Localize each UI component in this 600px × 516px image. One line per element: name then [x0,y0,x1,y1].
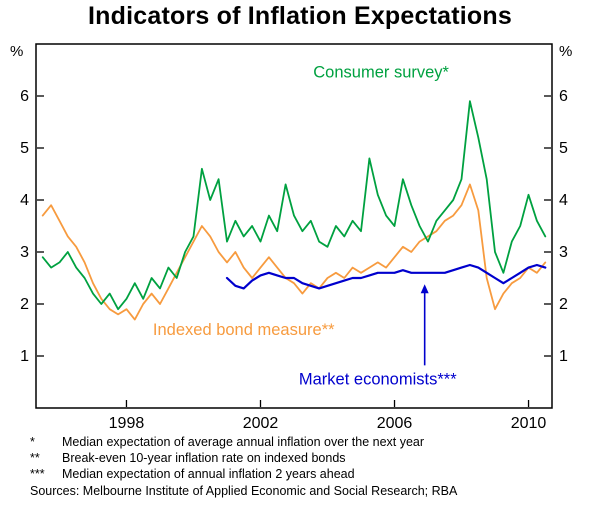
footnote-marker: ** [30,451,40,465]
y-tick-label-right: 3 [559,244,568,261]
footnote-line: *** Median expectation of annual inflati… [30,466,592,482]
y-axis-unit-left: % [10,43,23,60]
x-tick-label: 1998 [109,415,145,432]
series-line-consumer-survey [41,100,547,311]
footnotes: * Median expectation of average annual i… [30,434,592,499]
footnote-text: Median expectation of annual inflation 2… [62,467,355,481]
series-label-consumer-survey: Consumer survey* [313,64,449,82]
footnote-marker: * [30,435,35,449]
footnote-text: Median expectation of average annual inf… [62,435,425,449]
y-tick-label-right: 2 [559,296,568,313]
footnote-marker: *** [30,467,45,481]
y-axis-unit-right: % [559,43,572,60]
series-label-indexed-bond-measure: Indexed bond measure** [153,321,335,339]
y-tick-label-left: 6 [20,88,29,105]
footnote-text: Break-even 10-year inflation rate on ind… [62,451,346,465]
y-tick-label-left: 4 [20,192,29,209]
y-tick-label-right: 6 [559,88,568,105]
x-tick-label: 2010 [511,415,547,432]
y-tick-label-right: 1 [559,348,568,365]
series-label-market-economists: Market economists*** [299,370,457,388]
annotation-arrow-head [420,284,429,294]
y-tick-label-right: 5 [559,140,568,157]
y-tick-label-left: 5 [20,140,29,157]
y-tick-label-right: 4 [559,192,568,209]
x-tick-label: 2006 [377,415,413,432]
inflation-expectations-chart: 1 1 2 2 3 3 4 4 5 5 6 6% % 1998 2002 2006 2010 Consumer s… [10,43,572,432]
footnote-line: * Median expectation of average annual i… [30,434,592,450]
chart-title: Indicators of Inflation Expectations [88,2,512,30]
series-line-indexed-bond-measure [41,183,547,321]
y-tick-label-left: 2 [20,296,29,313]
y-tick-label-left: 1 [20,348,29,365]
series-line-market-economists [225,263,547,290]
chart-area: 1 1 2 2 3 3 4 4 5 5 6 6%% 1998 2002 2006 2010 Consumer s… [10,43,572,432]
y-tick-label-left: 3 [20,244,29,261]
x-tick-label: 2002 [243,415,279,432]
footnote-line: ** Break-even 10-year inflation rate on … [30,450,592,466]
plot-frame [35,43,553,409]
sources-line: Sources: Melbourne Institute of Applied … [30,484,458,498]
